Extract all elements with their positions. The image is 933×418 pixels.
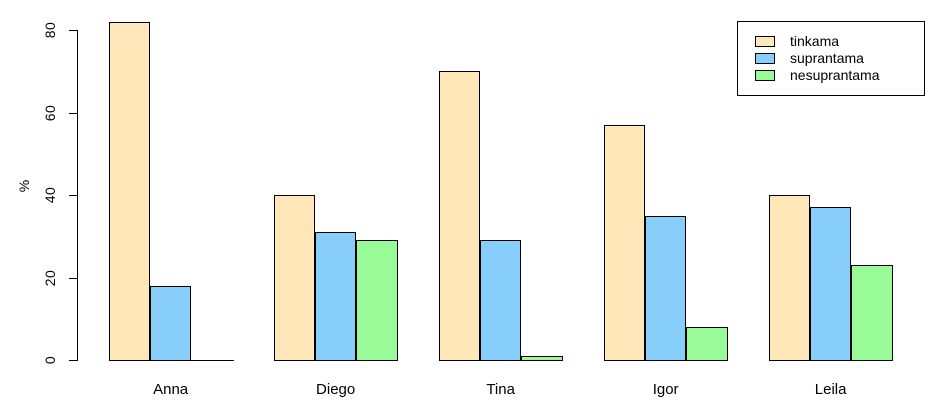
bar-suprantama-leila — [810, 207, 852, 361]
bar-tinkama-tina — [438, 71, 480, 361]
category-label-anna: Anna — [153, 381, 189, 398]
y-tick-label: 0 — [42, 355, 58, 365]
bar-tinkama-leila — [768, 195, 810, 361]
bar-nesuprantama-leila — [851, 265, 893, 361]
legend: tinkama suprantama nesuprantama — [737, 21, 925, 96]
y-axis-line — [77, 30, 78, 361]
legend-item-nesuprantama: nesuprantama — [755, 67, 924, 84]
legend-item-tinkama: tinkama — [755, 33, 924, 50]
y-tick-label: 80 — [42, 21, 58, 39]
legend-label-tinkama: tinkama — [790, 33, 840, 49]
bar-suprantama-anna — [150, 285, 192, 361]
y-tick — [69, 195, 77, 196]
legend-item-suprantama: suprantama — [755, 50, 924, 67]
category-label-leila: Leila — [814, 381, 847, 398]
y-tick — [69, 360, 77, 361]
legend-label-suprantama: suprantama — [790, 50, 864, 66]
legend-label-nesuprantama: nesuprantama — [790, 67, 880, 83]
bar-nesuprantama-diego — [356, 240, 398, 361]
bar-tinkama-diego — [273, 195, 315, 361]
y-tick-label: 60 — [42, 104, 58, 121]
bar-nesuprantama-igor — [686, 327, 728, 361]
y-axis-title: % — [16, 179, 32, 193]
y-tick — [69, 30, 77, 31]
category-label-tina: Tina — [486, 381, 515, 398]
bar-nesuprantama-anna — [191, 360, 234, 361]
bar-suprantama-diego — [315, 232, 357, 361]
y-tick-label: 20 — [42, 269, 58, 286]
category-label-diego: Diego — [316, 381, 356, 398]
category-label-igor: Igor — [652, 381, 679, 398]
bar-tinkama-anna — [108, 21, 150, 361]
bar-suprantama-igor — [645, 215, 687, 361]
bar-tinkama-igor — [603, 124, 645, 361]
bar-suprantama-tina — [480, 240, 522, 361]
legend-swatch-suprantama — [755, 53, 775, 64]
y-tick — [69, 277, 77, 279]
y-tick-label: 40 — [42, 186, 58, 204]
y-tick — [69, 112, 77, 114]
legend-swatch-tinkama — [755, 36, 775, 47]
bar-nesuprantama-tina — [521, 355, 563, 361]
legend-swatch-nesuprantama — [755, 70, 775, 81]
